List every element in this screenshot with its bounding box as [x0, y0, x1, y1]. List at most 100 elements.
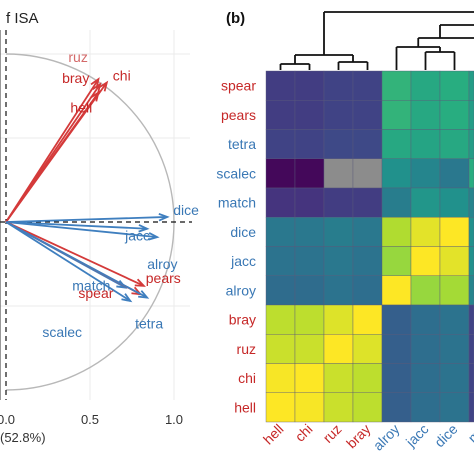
heatmap-cell: [410, 275, 441, 306]
heatmap-cell: [439, 246, 470, 276]
heatmap-cell: [381, 158, 412, 189]
biplot-x-tick-labels: 0.0 0.5 1.0: [0, 412, 183, 427]
heatmap-cell: [381, 275, 412, 306]
heatmap-cell: [381, 217, 412, 247]
row-label-tetra: tetra: [228, 136, 256, 152]
heatmap-cell: [265, 363, 296, 393]
heatmap-cell: [323, 217, 354, 247]
vector-alroy: [5, 221, 158, 239]
heatmap-cell: [294, 100, 325, 130]
column-dendrogram: [279, 11, 474, 70]
column-label-ruz: ruz: [320, 421, 345, 446]
heatmap-cell: [265, 275, 296, 306]
heatmap-cell: [468, 304, 474, 335]
vector-hell: [5, 92, 100, 223]
vector-label-scalec: scalec: [42, 324, 82, 340]
heatmap-cell: [294, 246, 325, 276]
heatmap-cell: [439, 129, 470, 159]
heatmap-cell: [410, 217, 441, 247]
vector-label-tetra: tetra: [135, 316, 163, 332]
heatmap-cell: [352, 187, 383, 218]
heatmap-cell: [439, 392, 470, 423]
heatmap-cell: [323, 129, 354, 159]
heatmap-cell: [468, 100, 474, 130]
heatmap-cell: [265, 246, 296, 276]
vector-label-pears: pears: [146, 270, 181, 286]
vector-arrowhead-tetra: [138, 290, 150, 299]
heatmap-cell: [381, 100, 412, 130]
heatmap-cell: [294, 304, 325, 335]
biplot-vectors: [5, 77, 170, 303]
heatmap-cell: [381, 392, 412, 423]
column-label-alroy: alroy: [370, 421, 403, 454]
heatmap-cell: [468, 334, 474, 364]
heatmap-cell: [410, 304, 441, 335]
x-tick-label: 0.0: [0, 412, 15, 427]
column-label-dice: dice: [431, 421, 461, 451]
x-tick-label: 0.5: [81, 412, 99, 427]
heatmap-cell: [294, 334, 325, 364]
heatmap-cell: [294, 70, 325, 101]
heatmap-cell: [323, 158, 354, 189]
heatmap-cell: [294, 129, 325, 159]
heatmap-cell: [468, 246, 474, 276]
heatmap-cell: [352, 275, 383, 306]
heatmap-cell: [468, 275, 474, 306]
heatmap-cell: [439, 158, 470, 189]
vector-label-match: match: [72, 278, 110, 294]
vector-jacc: [5, 221, 148, 230]
heatmap-cell: [352, 70, 383, 101]
heatmap-cell: [381, 187, 412, 218]
vector-scalec: [5, 221, 131, 302]
heatmap-cell: [265, 100, 296, 130]
heatmap-cell: [265, 392, 296, 423]
column-label-ma: ma: [465, 421, 474, 446]
heatmap-cell: [439, 100, 470, 130]
heatmap-cell: [352, 363, 383, 393]
column-label-jacc: jacc: [402, 421, 432, 451]
heatmap-cell: [352, 158, 383, 189]
vector-dice: [5, 216, 168, 223]
column-label-bray: bray: [343, 421, 374, 452]
row-label-spear: spear: [221, 78, 256, 94]
heatmap-cell: [381, 334, 412, 364]
heatmap-cell: [265, 70, 296, 101]
heatmap-cell: [265, 334, 296, 364]
vector-arrowhead-jacc: [138, 224, 150, 233]
heatmap-cell: [323, 100, 354, 130]
heatmap-cell: [410, 158, 441, 189]
heatmap-panel: (b) spearpearstetrascalecmatchdicejaccal…: [216, 10, 474, 454]
column-label-hell: hell: [260, 421, 287, 448]
vector-arrowhead-chi: [98, 80, 109, 92]
heatmap-cells: [265, 70, 474, 423]
heatmap-cell: [410, 187, 441, 218]
heatmap-cell: [352, 100, 383, 130]
heatmap-cell: [352, 217, 383, 247]
heatmap-cell: [381, 363, 412, 393]
heatmap-cell: [352, 334, 383, 364]
heatmap-cell: [323, 275, 354, 306]
heatmap-cell: [294, 275, 325, 306]
heatmap-cell: [439, 363, 470, 393]
heatmap-cell: [410, 363, 441, 393]
heatmap-cell: [468, 392, 474, 423]
row-label-hell: hell: [234, 399, 256, 415]
vector-label-ruz: ruz: [68, 49, 87, 65]
vector-arrowhead-pears: [134, 278, 146, 287]
heatmap-cell: [265, 187, 296, 218]
heatmap-cell: [410, 392, 441, 423]
row-label-dice: dice: [230, 224, 256, 240]
row-label-ruz: ruz: [237, 341, 256, 357]
heatmap-cell: [410, 334, 441, 364]
vector-arrowhead-dice: [158, 213, 170, 222]
vector-label-dice: dice: [173, 202, 199, 218]
vector-arrowhead-bray: [92, 82, 102, 94]
heatmap-cell: [265, 129, 296, 159]
vector-label-bray: bray: [62, 70, 89, 86]
heatmap-cell: [294, 217, 325, 247]
heatmap-cell: [352, 129, 383, 159]
heatmap-cell: [381, 129, 412, 159]
heatmap-cell: [352, 304, 383, 335]
